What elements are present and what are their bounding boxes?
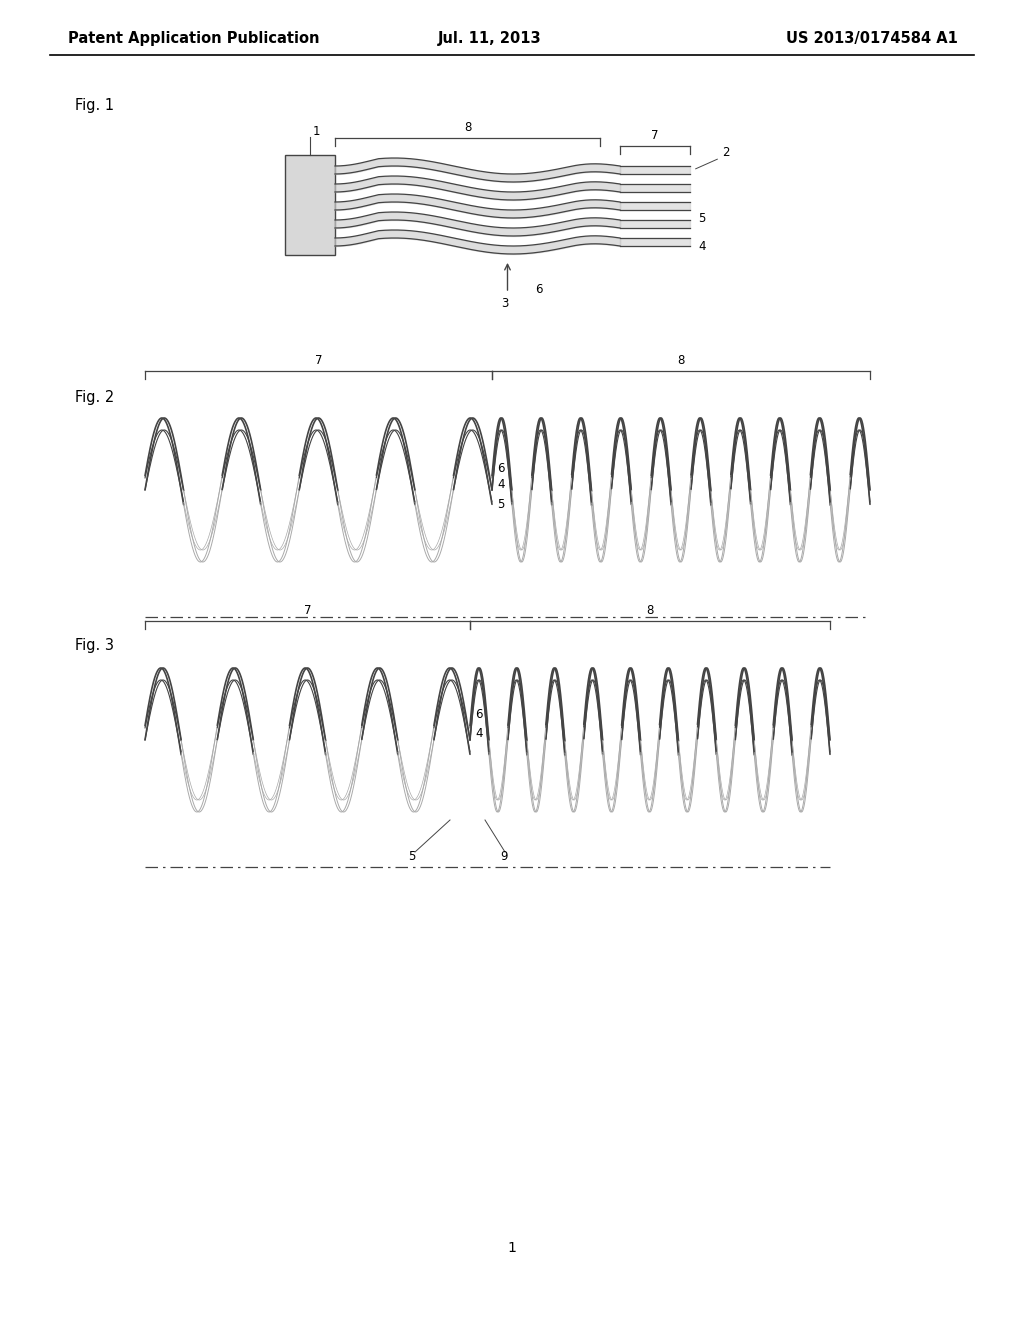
Text: 6: 6	[475, 708, 482, 721]
Text: 5: 5	[408, 850, 416, 863]
Text: 4: 4	[698, 240, 706, 253]
Text: 9: 9	[500, 850, 508, 863]
Text: 3: 3	[501, 297, 508, 310]
Text: 1: 1	[508, 1241, 516, 1255]
Bar	[285, 154, 335, 255]
Text: 7: 7	[304, 605, 311, 616]
Text: 2: 2	[722, 147, 729, 158]
Text: 8: 8	[677, 354, 685, 367]
Text: 6: 6	[497, 462, 505, 475]
Text: Fig. 3: Fig. 3	[75, 638, 114, 653]
Text: 4: 4	[475, 727, 482, 741]
Text: 7: 7	[314, 354, 323, 367]
Text: Fig. 1: Fig. 1	[75, 98, 114, 114]
Text: 8: 8	[646, 605, 653, 616]
Text: Patent Application Publication: Patent Application Publication	[68, 30, 319, 45]
Text: 6: 6	[536, 282, 543, 296]
Text: 7: 7	[651, 129, 658, 143]
Text: 5: 5	[497, 498, 505, 511]
Text: Jul. 11, 2013: Jul. 11, 2013	[438, 30, 542, 45]
Text: Fig. 2: Fig. 2	[75, 389, 115, 405]
Text: 4: 4	[497, 478, 505, 491]
Text: US 2013/0174584 A1: US 2013/0174584 A1	[786, 30, 958, 45]
Text: 8: 8	[464, 121, 471, 135]
Text: 5: 5	[698, 213, 706, 224]
Text: 1: 1	[313, 125, 321, 139]
